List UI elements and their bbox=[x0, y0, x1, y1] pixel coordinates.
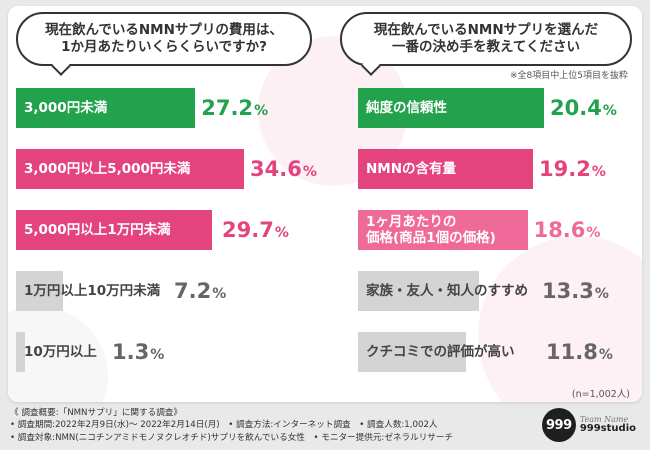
value-percent: % bbox=[586, 224, 601, 241]
value-label: 29.7% bbox=[222, 210, 289, 250]
value-label: 18.6% bbox=[534, 210, 601, 250]
value-number: 27.2 bbox=[201, 96, 254, 120]
left-question-text: 現在飲んでいるNMNサプリの費用は、 1か月あたりいくらくらいですか? bbox=[45, 22, 283, 55]
value-label: 20.4% bbox=[550, 88, 617, 128]
category-label: 1万円以上10万円未満 bbox=[24, 282, 161, 299]
survey-title: 《 調査概要:「NMNサプリ」に関する調査》 bbox=[10, 408, 182, 418]
bar: 純度の信頼性 bbox=[358, 88, 544, 128]
value-label: 11.8% bbox=[546, 332, 613, 372]
bar: 10万円以上 bbox=[16, 332, 97, 372]
bar-row: 5,000円以上1万円未満 29.7% bbox=[16, 210, 324, 250]
value-percent: % bbox=[274, 224, 289, 241]
value-label: 7.2% bbox=[174, 271, 226, 311]
bar-row: 3,000円未満 27.2% bbox=[16, 88, 324, 128]
bar: 家族・友人・知人のすすめ bbox=[358, 271, 528, 311]
bar: 1ヶ月あたりの 価格(商品1個の価格) bbox=[358, 210, 528, 250]
category-label: 3,000円以上5,000円未満 bbox=[24, 160, 191, 177]
value-number: 18.6 bbox=[533, 218, 586, 242]
survey-target: • 調査対象:NMN(ニコチンアミドモノヌクレオチド)サプリを飲んでいる女性 •… bbox=[10, 432, 454, 443]
bar-row: 1万円以上10万円未満 7.2% bbox=[16, 271, 324, 311]
bar: 3,000円以上5,000円未満 bbox=[16, 149, 244, 189]
value-number: 20.4 bbox=[550, 96, 602, 120]
value-label: 1.3% bbox=[112, 332, 164, 372]
value-percent: % bbox=[212, 285, 227, 302]
value-percent: % bbox=[150, 346, 165, 363]
category-label: 3,000円未満 bbox=[24, 99, 108, 116]
bar: NMNの含有量 bbox=[358, 149, 534, 189]
category-label: 純度の信頼性 bbox=[366, 99, 447, 116]
left-question-bubble: 現在飲んでいるNMNサプリの費用は、 1か月あたりいくらくらいですか? bbox=[16, 12, 312, 66]
category-label: 5,000円以上1万円未満 bbox=[24, 221, 171, 238]
category-label: クチコミでの評価が高い bbox=[366, 343, 515, 360]
bar-row: 10万円以上 1.3% bbox=[16, 332, 324, 372]
value-label: 19.2% bbox=[539, 149, 606, 189]
value-number: 1.3 bbox=[112, 340, 150, 364]
bar-row: NMNの含有量 19.2% bbox=[358, 149, 624, 189]
bar-row: クチコミでの評価が高い 11.8% bbox=[358, 332, 624, 372]
sample-size: (n=1,002人) bbox=[571, 389, 630, 400]
logo-mark: 999 bbox=[541, 408, 576, 442]
category-label: 10万円以上 bbox=[24, 343, 97, 360]
value-label: 34.6% bbox=[250, 149, 317, 189]
right-question-bubble: 現在飲んでいるNMNサプリを選んだ 一番の決め手を教えてください bbox=[340, 12, 632, 66]
value-percent: % bbox=[602, 102, 617, 119]
top5-note: ※全8項目中上位5項目を抜粋 bbox=[510, 71, 628, 81]
bar: クチコミでの評価が高い bbox=[358, 332, 515, 372]
category-label: 1ヶ月あたりの 価格(商品1個の価格) bbox=[366, 213, 496, 246]
right-question-text: 現在飲んでいるNMNサプリを選んだ 一番の決め手を教えてください bbox=[373, 22, 599, 55]
bar-row: 1ヶ月あたりの 価格(商品1個の価格) 18.6% bbox=[358, 210, 624, 250]
bar-row: 家族・友人・知人のすすめ 13.3% bbox=[358, 271, 624, 311]
deco-circle-right bbox=[478, 236, 642, 402]
value-percent: % bbox=[598, 346, 613, 363]
bar: 5,000円以上1万円未満 bbox=[16, 210, 212, 250]
bar-row: 3,000円以上5,000円未満 34.6% bbox=[16, 149, 324, 189]
logo-text: Team Name 999studio bbox=[579, 414, 636, 435]
category-label: 家族・友人・知人のすすめ bbox=[366, 282, 528, 299]
value-label: 13.3% bbox=[542, 271, 609, 311]
bar: 1万円以上10万円未満 bbox=[16, 271, 160, 311]
studio-logo: 999 Team Name 999studio bbox=[541, 408, 636, 442]
value-percent: % bbox=[254, 102, 269, 119]
value-number: 19.2 bbox=[539, 157, 591, 181]
logo-name: 999studio bbox=[579, 422, 636, 434]
value-number: 11.8 bbox=[546, 340, 598, 364]
survey-overview: 《 調査概要:「NMNサプリ」に関する調査》 • 調査期間:2022年2月9日(… bbox=[10, 407, 453, 444]
value-percent: % bbox=[594, 285, 609, 302]
category-label: NMNの含有量 bbox=[366, 160, 457, 177]
bar: 3,000円未満 bbox=[16, 88, 196, 128]
value-number: 29.7 bbox=[222, 218, 274, 242]
infographic-panel: 現在飲んでいるNMNサプリの費用は、 1か月あたりいくらくらいですか? 現在飲んで… bbox=[8, 6, 642, 402]
survey-period: • 調査期間:2022年2月9日(水)〜 2022年2月14日(月) • 調査方… bbox=[10, 420, 438, 431]
bar-row: 純度の信頼性 20.4% bbox=[358, 88, 624, 128]
value-label: 27.2% bbox=[201, 88, 268, 128]
value-number: 13.3 bbox=[542, 279, 594, 303]
value-percent: % bbox=[591, 163, 606, 180]
value-number: 7.2 bbox=[174, 279, 212, 303]
value-percent: % bbox=[302, 163, 317, 180]
logo-script: Team Name bbox=[579, 414, 629, 424]
value-number: 34.6 bbox=[250, 157, 302, 181]
